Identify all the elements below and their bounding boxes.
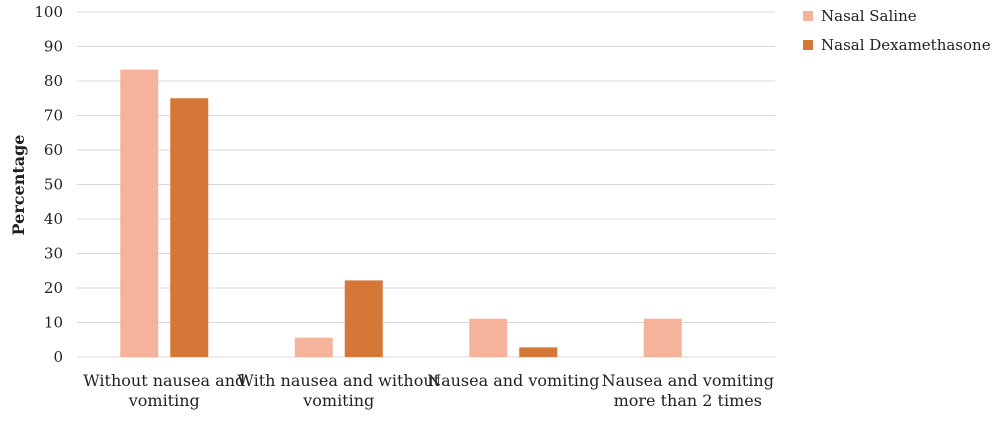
y-axis-ticks: 0 10 20 30 40 50 60 70 80 90 100 bbox=[34, 3, 63, 366]
y-tick-label: 10 bbox=[44, 314, 63, 332]
bars bbox=[120, 69, 682, 358]
y-tick-label: 80 bbox=[44, 72, 63, 90]
x-category-label: Nausea and vomiting bbox=[427, 371, 599, 390]
bar-nasal-dexamethasone bbox=[344, 280, 383, 357]
y-tick-label: 30 bbox=[44, 245, 63, 263]
y-tick-label: 70 bbox=[44, 107, 63, 125]
legend: Nasal Saline Nasal Dexamethasone bbox=[803, 7, 991, 54]
x-category-label: vomiting bbox=[302, 391, 374, 410]
bar-nasal-saline bbox=[643, 318, 682, 357]
bar-nasal-dexamethasone bbox=[519, 347, 558, 357]
legend-label: Nasal Saline bbox=[821, 7, 917, 25]
y-tick-label: 0 bbox=[53, 348, 63, 366]
bar-nasal-saline bbox=[120, 69, 159, 358]
x-category-label: With nausea and without bbox=[237, 371, 440, 390]
y-tick-label: 40 bbox=[44, 210, 63, 228]
legend-swatch bbox=[803, 11, 813, 21]
y-tick-label: 60 bbox=[44, 141, 63, 159]
y-tick-label: 90 bbox=[44, 38, 63, 56]
bar-nasal-dexamethasone bbox=[170, 98, 209, 357]
legend-swatch bbox=[803, 40, 813, 50]
legend-label: Nasal Dexamethasone bbox=[821, 36, 991, 54]
y-tick-label: 100 bbox=[34, 3, 63, 21]
x-category-label: more than 2 times bbox=[614, 391, 762, 410]
bar-nasal-saline bbox=[294, 337, 333, 357]
x-category-label: Nausea and vomiting bbox=[602, 371, 774, 390]
y-axis-title: Percentage bbox=[9, 135, 28, 236]
x-category-label: Without nausea and bbox=[83, 371, 245, 390]
x-category-label: vomiting bbox=[128, 391, 200, 410]
y-tick-label: 20 bbox=[44, 279, 63, 297]
bar-nasal-saline bbox=[469, 318, 508, 357]
y-tick-label: 50 bbox=[44, 176, 63, 194]
